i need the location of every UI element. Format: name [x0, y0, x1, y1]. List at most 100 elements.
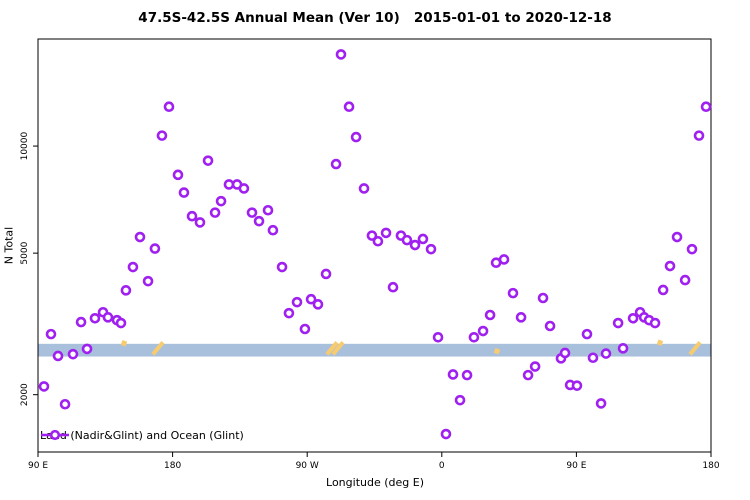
data-point	[440, 428, 452, 440]
chart-title: 47.5S-42.5S Annual Mean (Ver 10) 2015-01…	[138, 10, 612, 26]
data-point	[209, 207, 221, 218]
data-point	[350, 131, 362, 143]
data-point	[559, 347, 571, 359]
data-point	[253, 215, 265, 227]
data-point	[522, 369, 534, 381]
legend-marker-icon	[41, 429, 69, 441]
data-point	[335, 49, 347, 60]
data-point	[262, 204, 274, 216]
data-point	[515, 312, 527, 323]
data-point	[477, 325, 489, 337]
data-point	[581, 328, 593, 340]
data-point	[387, 281, 399, 293]
data-point	[75, 316, 87, 328]
data-point	[468, 331, 480, 343]
data-point	[425, 243, 437, 255]
data-point	[664, 260, 676, 272]
data-point	[142, 275, 154, 287]
data-point	[484, 309, 496, 321]
data-point	[529, 361, 541, 372]
x-tick-label: 0	[439, 461, 445, 471]
data-point	[649, 317, 661, 329]
data-point	[380, 227, 392, 239]
y-axis-title: N Total	[2, 226, 16, 265]
data-point	[627, 312, 639, 324]
data-point	[238, 183, 250, 194]
data-point	[186, 210, 198, 222]
data-point	[330, 158, 342, 170]
flag-mark-icon	[325, 341, 339, 356]
data-point	[156, 130, 168, 141]
data-point	[417, 233, 429, 245]
data-point	[59, 398, 71, 410]
data-point	[671, 231, 683, 243]
x-tick-label: 180	[164, 461, 181, 471]
flag-mark-icon	[331, 341, 345, 356]
data-point	[291, 296, 303, 308]
data-point	[657, 284, 669, 296]
data-point	[120, 285, 132, 296]
data-point	[409, 239, 421, 251]
data-point	[537, 292, 549, 304]
data-point	[89, 312, 101, 324]
data-point	[366, 230, 378, 241]
data-point	[372, 235, 384, 247]
data-point	[461, 369, 473, 381]
data-point	[276, 261, 288, 273]
data-point	[299, 323, 311, 335]
flag-mark-icon	[688, 341, 702, 356]
x-tick-label: 180	[702, 461, 719, 471]
data-point	[194, 217, 206, 228]
data-point	[312, 299, 324, 310]
flag-mark-icon	[120, 340, 128, 347]
data-point	[454, 394, 466, 406]
data-point	[115, 317, 127, 329]
data-point	[343, 101, 355, 113]
data-point	[600, 348, 612, 359]
data-point	[45, 328, 57, 340]
data-point	[202, 155, 214, 166]
data-point	[432, 331, 444, 343]
data-point	[401, 234, 413, 246]
y-tick-label: 5000	[20, 241, 30, 264]
data-point	[498, 254, 510, 265]
x-axis-title: Longitude (deg E)	[326, 476, 424, 489]
data-point	[612, 317, 624, 329]
data-point	[700, 101, 712, 113]
data-point	[149, 243, 161, 254]
data-point	[134, 231, 146, 243]
legend: Land (Nadir&Glint) and Ocean (Glint)	[40, 429, 244, 442]
data-point	[283, 307, 295, 319]
data-point	[320, 268, 332, 280]
data-point	[163, 101, 175, 113]
data-point	[447, 369, 459, 380]
reference-band	[38, 343, 711, 357]
legend-label: Land (Nadir&Glint) and Ocean (Glint)	[40, 429, 244, 442]
x-tick-label: 90 E	[566, 461, 586, 471]
data-point	[507, 287, 519, 299]
data-point	[571, 380, 583, 391]
legend-circle	[49, 429, 61, 441]
data-point	[358, 183, 370, 194]
data-point	[102, 312, 114, 323]
plot-border	[37, 38, 712, 453]
data-point	[617, 343, 629, 354]
flag-mark-icon	[656, 339, 664, 346]
data-point	[267, 224, 279, 236]
data-point	[172, 169, 184, 181]
flag-mark-icon	[151, 341, 165, 356]
y-tick-label: 2000	[20, 383, 30, 406]
flag-mark-icon	[493, 348, 501, 355]
data-point	[686, 243, 698, 255]
data-point	[215, 195, 227, 207]
data-point	[67, 348, 79, 360]
x-tick-label: 90 W	[296, 461, 319, 471]
data-point	[587, 352, 599, 364]
y-tick-label: 10000	[20, 131, 30, 160]
x-tick-label: 90 E	[28, 461, 48, 471]
data-point	[693, 130, 705, 141]
data-point	[679, 274, 691, 286]
data-point	[595, 398, 607, 409]
